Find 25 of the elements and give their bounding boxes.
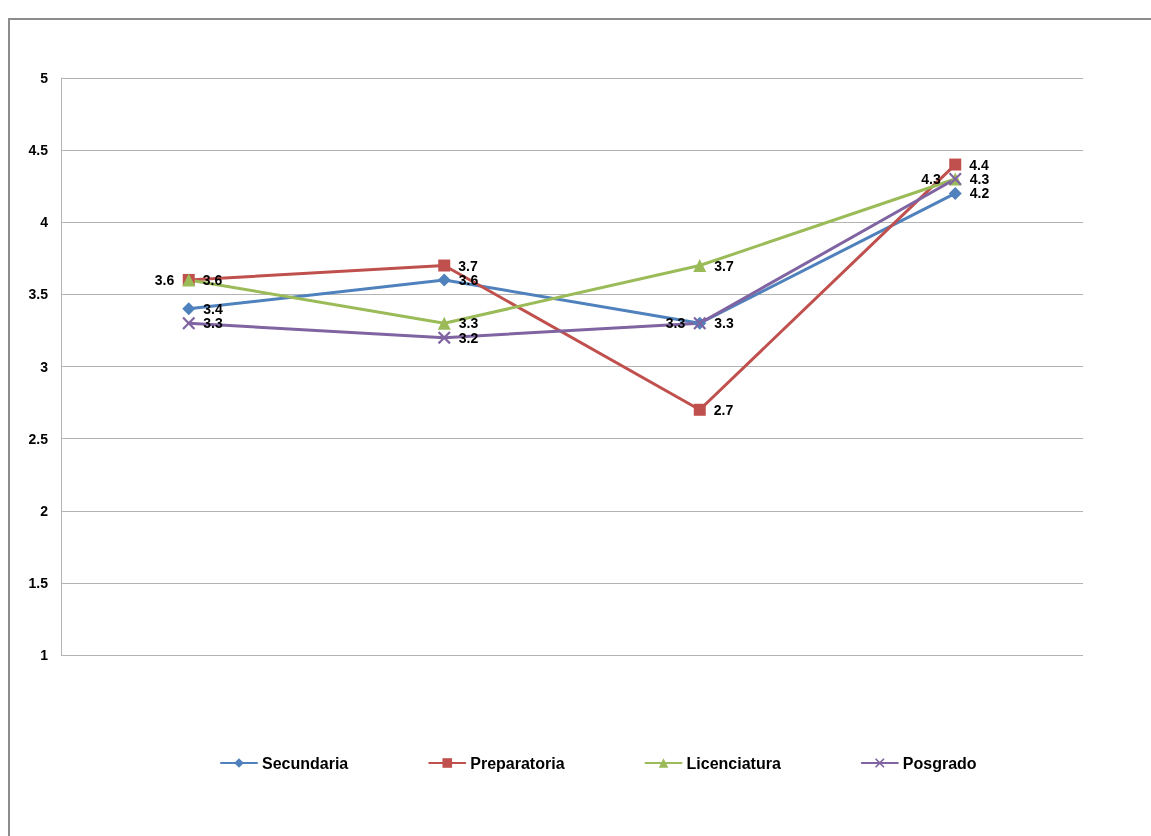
data-label: 3.7 bbox=[458, 257, 478, 274]
data-label: 3.3 bbox=[714, 315, 734, 332]
y-tick-label: 4.5 bbox=[28, 142, 49, 159]
data-label: 4.2 bbox=[969, 185, 990, 202]
data-label: 4.3 bbox=[969, 170, 990, 187]
y-tick-label: 1 bbox=[40, 647, 49, 663]
legend-label: Posgrado bbox=[902, 754, 977, 772]
y-tick-label: 3 bbox=[40, 358, 49, 375]
y-tick-label: 2.5 bbox=[28, 430, 49, 447]
data-label: 4.3 bbox=[921, 170, 941, 187]
data-label: 3.6 bbox=[202, 271, 223, 288]
data-label: 2.7 bbox=[713, 401, 734, 418]
y-tick-label: 5 bbox=[40, 70, 49, 86]
data-label: 3.3 bbox=[458, 315, 479, 332]
y-tick-label: 4 bbox=[40, 214, 49, 231]
y-tick-label: 3.5 bbox=[28, 286, 49, 303]
y-tick-label: 1.5 bbox=[28, 574, 49, 591]
data-label: 3.3 bbox=[665, 315, 686, 332]
y-tick-label: 2 bbox=[40, 502, 49, 519]
data-label: 4.4 bbox=[969, 156, 989, 173]
legend-label: Secundaria bbox=[262, 754, 349, 772]
legend-label: Licenciatura bbox=[686, 754, 781, 772]
data-label: 3.6 bbox=[154, 271, 175, 288]
data-label: 3.7 bbox=[714, 257, 734, 274]
legend-label: Preparatoria bbox=[470, 754, 565, 772]
